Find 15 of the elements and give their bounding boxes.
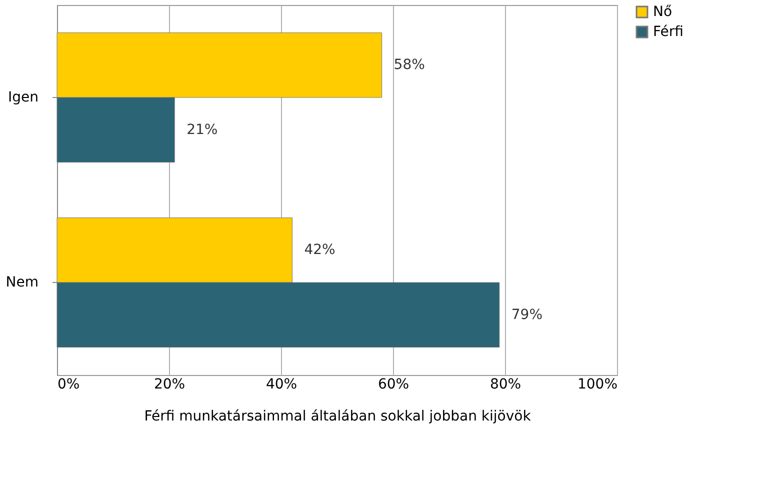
x-axis-title: Férfi munkatársaimmal általában sokkal jobban kijövök: [144, 408, 532, 424]
x-tick-label: 60%: [378, 376, 410, 392]
data-label: 79%: [511, 306, 543, 323]
x-tick-label: 80%: [490, 376, 522, 392]
data-label: 42%: [304, 242, 336, 258]
x-tick-label: 100%: [577, 376, 618, 392]
data-label: 21%: [186, 122, 218, 138]
data-label: 58%: [394, 57, 425, 74]
legend-label: Férfi: [653, 24, 684, 40]
x-tick-label: 40%: [266, 376, 298, 392]
legend-label: Nő: [653, 4, 672, 20]
y-tick-label: Nem: [6, 274, 38, 290]
x-tick-label: 20%: [154, 376, 186, 392]
x-tick-label: 0%: [58, 376, 80, 392]
y-tick-label: Igen: [8, 90, 38, 106]
